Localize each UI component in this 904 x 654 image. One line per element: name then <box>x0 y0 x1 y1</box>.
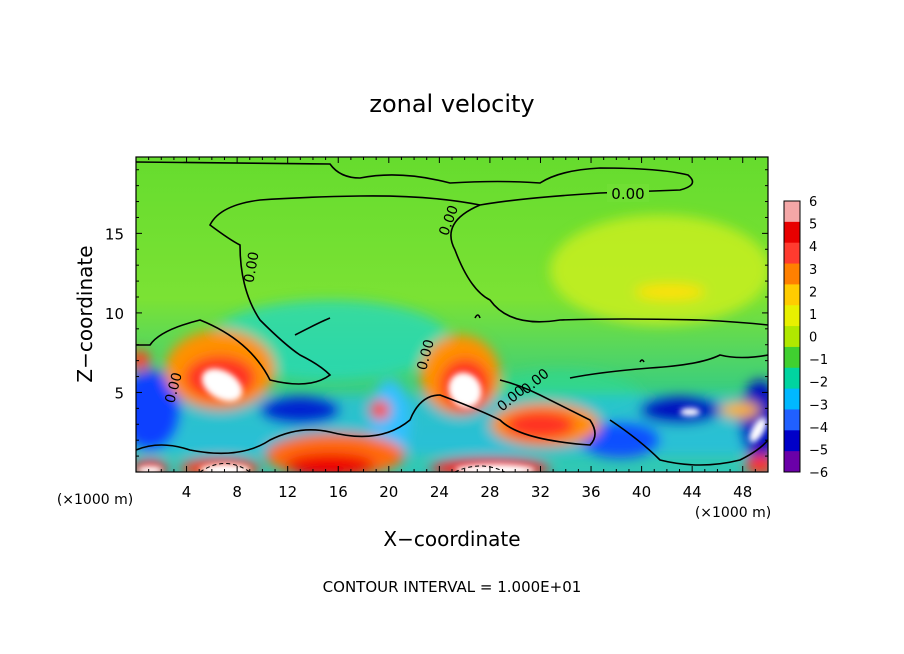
y-tick-label: 15 <box>105 225 124 243</box>
colorbar-swatch <box>784 451 800 473</box>
colorbar-swatch <box>784 388 800 410</box>
x-tick-label: 28 <box>480 483 499 501</box>
x-tick-label: 48 <box>733 483 752 501</box>
x-axis-label: X−coordinate <box>383 527 520 551</box>
x-unit-label-right: (×1000 m) <box>695 505 771 521</box>
colorbar-frame <box>783 200 801 473</box>
colorbar: 6 5 4 3 2 1 0 −1 −2 −3 −4 −5 −6 <box>783 195 828 481</box>
colorbar-swatch <box>784 346 800 369</box>
contour-label: 0.00 <box>162 371 186 405</box>
chart-title: zonal velocity <box>369 90 534 118</box>
colorbar-tick-label: 2 <box>809 285 817 300</box>
x-tick-label: 4 <box>182 483 192 501</box>
colorbar-tick-label: 6 <box>809 195 817 210</box>
colorbar-tick-label: −3 <box>809 398 828 413</box>
contour-label: 0.00 <box>241 251 262 284</box>
contour-label: 0.00 <box>414 338 438 372</box>
x-tick-label: 36 <box>581 483 600 501</box>
x-tick-label: 16 <box>329 483 348 501</box>
x-tick-label: 20 <box>379 483 398 501</box>
colorbar-tick-label: 3 <box>809 263 817 278</box>
colorbar-swatch <box>784 367 800 390</box>
x-unit-label-left: (×1000 m) <box>57 492 133 508</box>
colorbar-swatch <box>784 430 800 452</box>
x-tick-label: 24 <box>430 483 449 501</box>
colorbar-swatch <box>784 263 800 285</box>
y-tick-label: 5 <box>114 384 124 402</box>
x-tick-label: 40 <box>632 483 651 501</box>
colorbar-tick-label: −6 <box>809 466 828 481</box>
colorbar-tick-label: −2 <box>809 376 828 391</box>
colorbar-swatch <box>784 201 800 223</box>
colorbar-tick-label: 4 <box>809 240 817 255</box>
y-tick-label: 10 <box>105 305 124 323</box>
y-axis-label: Z−coordinate <box>73 245 97 382</box>
colorbar-tick-label: 0 <box>809 331 817 346</box>
x-tick-label: 44 <box>683 483 702 501</box>
x-axis: 4 8 12 16 20 24 28 32 36 40 44 48 <box>148 157 756 501</box>
colorbar-swatch <box>784 242 800 265</box>
colorbar-swatch <box>784 221 800 244</box>
contour-interval-note: CONTOUR INTERVAL = 1.000E+01 <box>323 578 582 596</box>
colorbar-swatch <box>784 305 800 327</box>
colorbar-tick-label: −5 <box>809 443 828 458</box>
colorbar-swatch <box>784 284 800 306</box>
colorbar-tick-label: 1 <box>809 308 817 323</box>
colorbar-swatch <box>784 326 800 348</box>
heatmap-field <box>136 157 768 472</box>
contour-label: 0.00 <box>611 185 644 203</box>
colorbar-tick-label: −4 <box>809 421 828 436</box>
colorbar-tick-label: −1 <box>809 353 828 368</box>
colorbar-tick-label: 5 <box>809 218 817 233</box>
colorbar-swatch <box>784 409 800 431</box>
y-axis: 5 10 15 <box>105 169 768 457</box>
x-tick-label: 8 <box>232 483 242 501</box>
x-tick-label: 32 <box>531 483 550 501</box>
x-tick-label: 12 <box>278 483 297 501</box>
